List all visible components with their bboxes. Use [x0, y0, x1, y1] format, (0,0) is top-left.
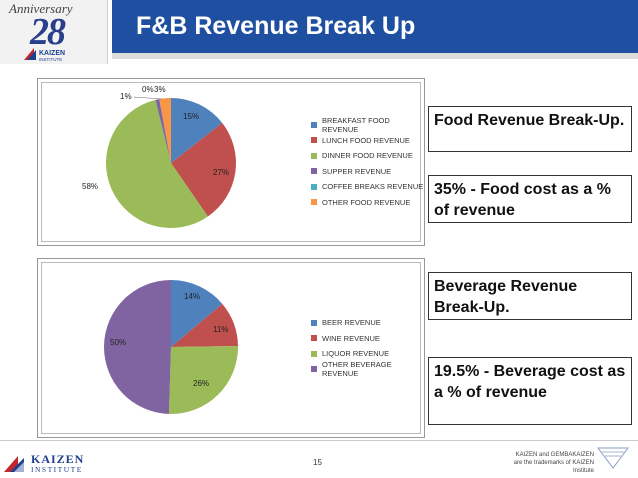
title-underline [112, 53, 638, 59]
legend-item-wine-revenue: WINE REVENUE [311, 331, 424, 347]
legend-item-dinner-food-revenue: DINNER FOOD REVENUE [311, 148, 424, 164]
gembakaizen-logo [597, 447, 629, 469]
footer-logo-subtext: INSTITUTE [31, 465, 83, 474]
food-heading-callout: Food Revenue Break-Up. [428, 106, 632, 152]
legend-label: BEER REVENUE [322, 318, 381, 328]
pie-label-other-beverage-revenue: 50% [110, 338, 126, 347]
legend-item-liquor-revenue: LIQUOR REVENUE [311, 346, 424, 362]
pie-label-lunch-food-revenue: 27% [213, 168, 229, 177]
legend-swatch [311, 168, 317, 175]
pie-slice-breakfast-food-revenue [171, 98, 223, 163]
beverage-chart-inner [41, 262, 421, 434]
legend-swatch [311, 335, 317, 342]
pie-label-other-food-revenue: 3% [154, 85, 166, 94]
legend-swatch [311, 183, 317, 190]
pie-slice-other-beverage-revenue [104, 280, 171, 414]
pie-label-coffee-breaks-revenue: 0% [142, 85, 154, 94]
anniversary-logo: Anniversary 28 KAIZEN INSTITUTE [0, 0, 108, 64]
anniversary-label: Anniversary [9, 1, 73, 16]
page-title: F&B Revenue Break Up [136, 12, 416, 40]
legend-label: BREAKFAST FOOD REVENUE [322, 115, 390, 134]
pie-label-dinner-food-revenue: 58% [82, 182, 98, 191]
food-legend: BREAKFAST FOOD REVENUE LUNCH FOOD REVENUE… [311, 115, 424, 211]
pie-slice-dinner-food-revenue [106, 99, 208, 228]
footer-divider [0, 440, 638, 441]
trademark-line-2: are the trademarks of KAIZEN Institute [513, 460, 594, 474]
food-pie-chart: 15% 27% 58% 1% 0% 3% [82, 85, 236, 228]
pie-label-breakfast-food-revenue: 15% [183, 112, 199, 121]
legend-item-breakfast-food-revenue: BREAKFAST FOOD REVENUE [311, 115, 424, 134]
legend-item-lunch-food-revenue: LUNCH FOOD REVENUE [311, 133, 424, 149]
pie-label-wine-revenue: 11% [213, 325, 228, 334]
legend-label: OTHER BEVERAGE REVENUE [322, 360, 392, 379]
legend-label: SUPPER REVENUE [322, 166, 392, 176]
pie-slice-lunch-food-revenue [171, 122, 236, 217]
pie-label-supper-revenue: 1% [120, 92, 132, 101]
logo-text-small: KAIZEN [39, 50, 65, 57]
food-chart-inner [41, 82, 421, 242]
anniversary-number: 28 [30, 11, 66, 53]
beverage-pie-chart: 14% 11% 26% 50% [104, 280, 238, 414]
legend-swatch [311, 152, 317, 159]
footer-logo-text: KAIZEN [31, 452, 84, 466]
legend-label: LIQUOR REVENUE [322, 349, 390, 359]
legend-swatch [311, 319, 317, 326]
legend-label: OTHER FOOD REVENUE [322, 197, 411, 207]
pie-slice-beer-revenue [171, 280, 223, 347]
legend-swatch [311, 121, 317, 128]
legend-swatch [311, 199, 317, 206]
legend-item-supper-revenue: SUPPER REVENUE [311, 164, 424, 180]
pie-slice-other-food-revenue [159, 98, 172, 163]
title-bar: F&B Revenue Break Up [0, 0, 638, 66]
legend-label: WINE REVENUE [322, 333, 380, 343]
legend-swatch [311, 137, 317, 144]
legend-item-other-beverage-revenue: OTHER BEVERAGE REVENUE [311, 360, 424, 379]
title-background [112, 0, 638, 53]
pie-slice-liquor-revenue [168, 345, 238, 414]
kaizen-logo-small: KAIZEN INSTITUTE [24, 48, 65, 62]
kaizen-institute-logo: KAIZEN INSTITUTE [4, 452, 84, 474]
leader-line [133, 96, 163, 100]
trademark-line-1: KAIZEN and GEMBAKAIZEN [515, 452, 594, 458]
legend-label: COFFEE BREAKS REVENUE [322, 182, 424, 192]
legend-label: DINNER FOOD REVENUE [322, 151, 413, 161]
beverage-chart-frame: 14% 11% 26% 50% BEER REVENUE WINE REVENUE LIQ… [37, 258, 425, 438]
food-cost-callout: 35% - Food cost as a % of revenue [428, 175, 632, 223]
pie-label-liquor-revenue: 26% [193, 379, 209, 388]
pie-slice-wine-revenue [171, 303, 238, 347]
legend-item-beer-revenue: BEER REVENUE [311, 315, 424, 331]
pie-label-beer-revenue: 14% [184, 292, 200, 301]
logo-subtext-small: INSTITUTE [39, 57, 62, 62]
legend-swatch [311, 350, 317, 357]
food-chart-frame: 15% 27% 58% 1% 0% 3% BREAKFAST FOOD REVENUE LU… [37, 78, 425, 246]
beverage-heading-callout: Beverage Revenue Break-Up. [428, 272, 632, 320]
trademark-notice: KAIZEN and GEMBAKAIZEN are the trademark… [496, 451, 594, 475]
pie-slice-coffee-breaks-revenue [159, 99, 171, 163]
legend-swatch [311, 366, 317, 373]
legend-label: LUNCH FOOD REVENUE [322, 135, 410, 145]
legend-item-other-food-revenue: OTHER FOOD REVENUE [311, 195, 424, 211]
legend-item-coffee-breaks-revenue: COFFEE BREAKS REVENUE [311, 179, 424, 195]
pie-slice-supper-revenue [155, 99, 171, 163]
beverage-legend: BEER REVENUE WINE REVENUE LIQUOR REVENUE OT… [311, 315, 424, 379]
beverage-cost-callout: 19.5% - Beverage cost as a % of revenue [428, 357, 632, 425]
page-number: 15 [313, 458, 322, 467]
